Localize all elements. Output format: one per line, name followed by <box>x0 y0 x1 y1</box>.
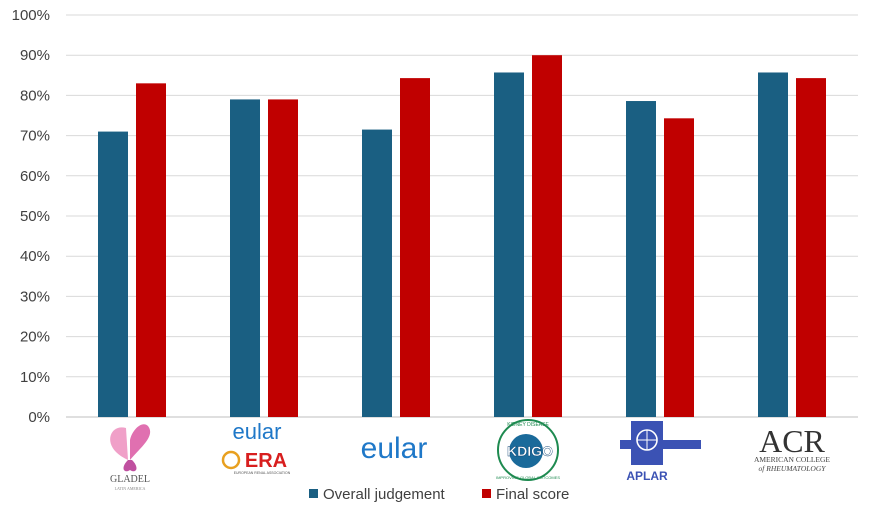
legend-label-final: Final score <box>496 486 569 503</box>
bar-final-score <box>268 99 298 418</box>
acr-big: ACR <box>759 423 825 459</box>
category-logos: GLADEL LATIN AMERICA eular ERA EUROPEAN … <box>110 419 830 491</box>
y-tick-label: 40% <box>20 248 50 265</box>
aplar-text: APLAR <box>626 469 668 483</box>
kdigo-globe-icon <box>509 434 543 468</box>
kdigo-ring-top: KIDNEY DISEASE <box>507 422 549 428</box>
bar-overall-judgement <box>362 129 392 417</box>
legend: Overall judgement Final score <box>309 486 569 503</box>
era-swirl-icon <box>221 450 241 470</box>
bar-overall-judgement <box>494 72 524 418</box>
gridlines <box>66 14 858 418</box>
legend-label-overall: Overall judgement <box>323 486 446 503</box>
y-tick-label: 30% <box>20 288 50 305</box>
bar-overall-judgement <box>230 99 260 418</box>
bar-final-score <box>664 118 694 418</box>
gladel-logo: GLADEL LATIN AMERICA <box>110 424 151 491</box>
y-tick-label: 10% <box>20 369 50 386</box>
bar-final-score <box>796 78 826 417</box>
bar-final-score <box>532 55 562 417</box>
y-tick-label: 70% <box>20 128 50 145</box>
y-tick-label: 80% <box>20 87 50 104</box>
gladel-butterfly-left-wing <box>110 427 128 460</box>
y-tick-label: 90% <box>20 47 50 64</box>
y-tick-label: 0% <box>28 409 50 426</box>
eular-era-top: eular <box>233 419 282 444</box>
eular-era-bottom: ERA <box>245 450 287 472</box>
kdigo-ring-bottom: IMPROVING GLOBAL OUTCOMES <box>496 475 560 480</box>
acr-line2: of RHEUMATOLOGY <box>759 464 827 473</box>
bar-overall-judgement <box>626 101 656 417</box>
bar-overall-judgement <box>758 72 788 418</box>
kdigo-logo: KDIGO KIDNEY DISEASE IMPROVING GLOBAL OU… <box>496 419 560 481</box>
kdigo-ring <box>497 419 559 481</box>
eular-text: eular <box>361 432 428 465</box>
eular-era-logo: eular ERA EUROPEAN RENAL ASSOCIATION <box>221 419 291 475</box>
acr-logo: ACR AMERICAN COLLEGE of RHEUMATOLOGY <box>754 423 830 473</box>
gladel-name: GLADEL <box>110 474 150 485</box>
kdigo-center: KDIGO <box>507 443 553 459</box>
bar-overall-judgement <box>98 131 128 417</box>
eular-era-sub: EUROPEAN RENAL ASSOCIATION <box>234 471 291 475</box>
y-tick-label: 50% <box>20 208 50 225</box>
y-tick-label: 100% <box>12 7 50 24</box>
bar-final-score <box>400 78 430 417</box>
gladel-sub: LATIN AMERICA <box>115 486 146 491</box>
bar-final-score <box>136 83 166 417</box>
bars <box>98 55 826 418</box>
y-tick-label: 60% <box>20 168 50 185</box>
eular-logo: eular <box>361 432 428 465</box>
acr-line1: AMERICAN COLLEGE <box>754 455 830 464</box>
y-axis-ticks: 0% 10% 20% 30% 40% 50% 60% 70% 80% 90% 100% <box>12 7 50 426</box>
aplar-logo: APLAR <box>620 421 701 483</box>
y-tick-label: 20% <box>20 329 50 346</box>
legend-swatch-final <box>482 489 491 498</box>
legend-swatch-overall <box>309 489 318 498</box>
gladel-butterfly-right-wing <box>130 424 151 460</box>
gladel-butterfly-lower-wing <box>123 460 137 472</box>
